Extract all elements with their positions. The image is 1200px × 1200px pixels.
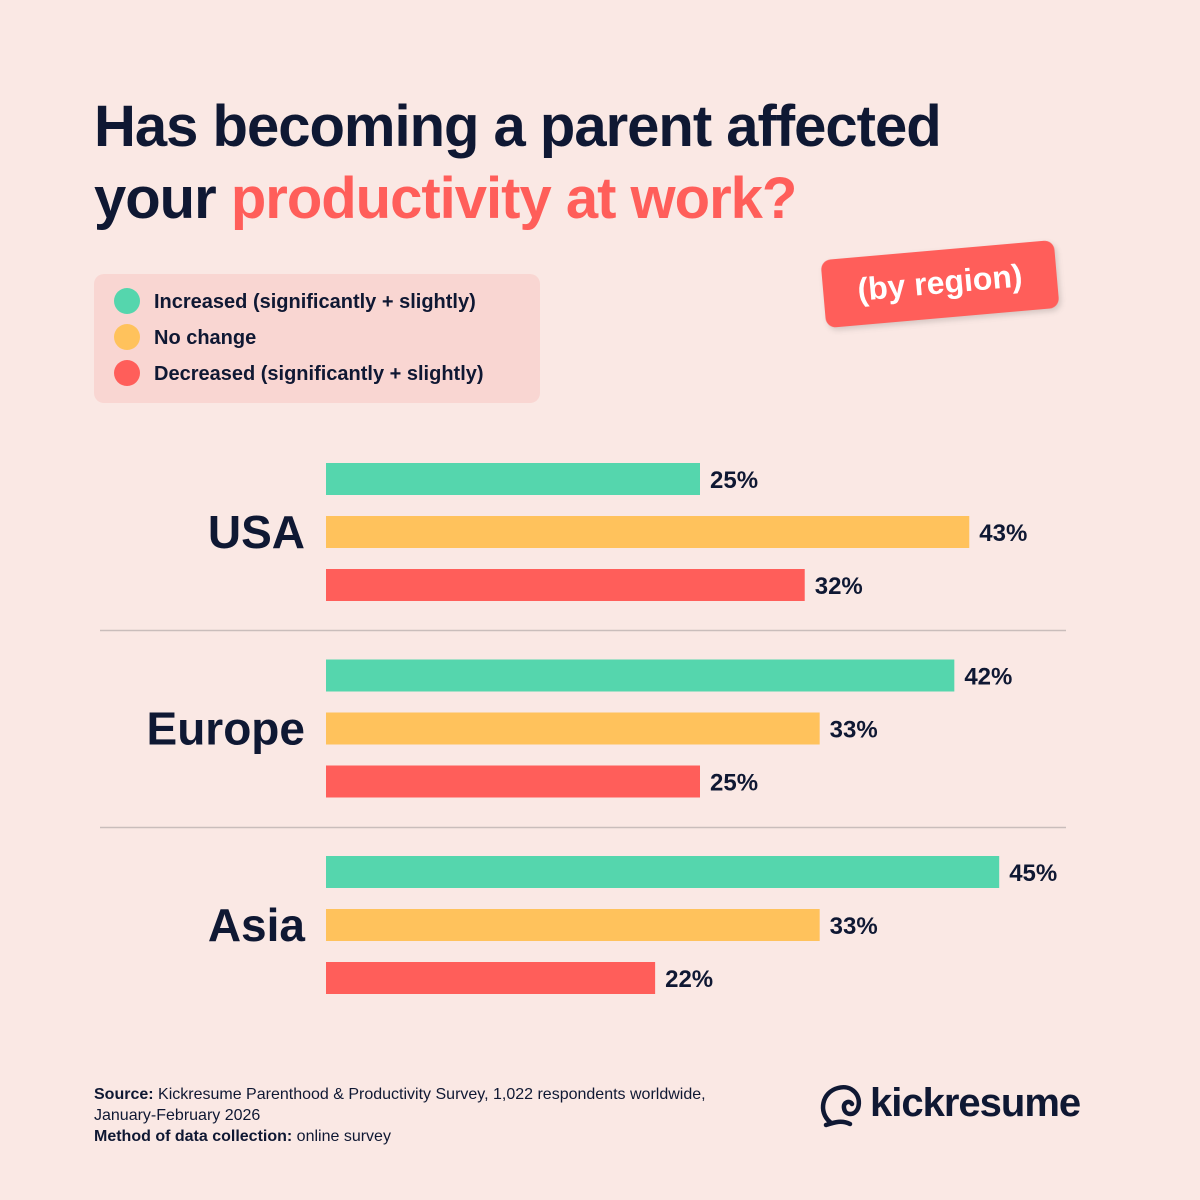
value-label: 33% bbox=[830, 913, 878, 940]
value-label: 25% bbox=[710, 467, 758, 494]
value-label: 43% bbox=[979, 520, 1027, 547]
source-text: January-February 2026 bbox=[94, 1107, 260, 1124]
bar bbox=[326, 856, 1000, 888]
bar bbox=[326, 516, 970, 548]
legend-swatch bbox=[114, 324, 140, 350]
title-part: your bbox=[94, 166, 216, 231]
legend-label: Decreased (significantly + slightly) bbox=[154, 363, 484, 385]
method: Method of data collection: online survey bbox=[94, 1128, 391, 1145]
bar bbox=[326, 962, 656, 994]
value-label: 45% bbox=[1009, 860, 1057, 887]
legend-box bbox=[94, 274, 540, 403]
title-highlight: productivity at work? bbox=[231, 166, 797, 231]
badge-bg bbox=[821, 240, 1059, 328]
chart-title: your productivity at work? bbox=[94, 166, 796, 231]
category-label: Europe bbox=[147, 703, 305, 755]
method-label: Method of data collection: bbox=[94, 1128, 292, 1145]
legend-label: No change bbox=[154, 327, 256, 349]
value-label: 32% bbox=[815, 573, 863, 600]
brand-logo-icon bbox=[820, 1084, 862, 1128]
source: Source: Kickresume Parenthood & Producti… bbox=[94, 1086, 706, 1103]
legend-swatch bbox=[114, 360, 140, 386]
value-label: 22% bbox=[665, 966, 713, 993]
bar bbox=[326, 765, 700, 798]
legend-label: Increased (significantly + slightly) bbox=[154, 291, 476, 313]
value-label: 42% bbox=[964, 664, 1012, 691]
value-label: 25% bbox=[710, 770, 758, 797]
plot: USA 25% 43% 32% Europe 42% 33% 25% Asia 45% 33% 22% bbox=[147, 463, 1057, 994]
source-text: Kickresume Parenthood & Productivity Sur… bbox=[158, 1086, 706, 1103]
bar bbox=[326, 712, 820, 745]
category-label: USA bbox=[208, 506, 305, 558]
source-label: Source: bbox=[94, 1086, 154, 1103]
chart-title: Has becoming a parent affected bbox=[94, 94, 941, 159]
method-text: online survey bbox=[297, 1128, 391, 1145]
subtitle-badge: (by region) bbox=[821, 240, 1059, 328]
brand: kickresume bbox=[870, 1081, 1080, 1125]
bar bbox=[326, 659, 955, 692]
legend-swatch bbox=[114, 288, 140, 314]
bar bbox=[326, 909, 820, 941]
bar bbox=[326, 569, 805, 601]
value-label: 33% bbox=[830, 717, 878, 744]
category-label: Asia bbox=[208, 899, 306, 951]
legend: Increased (significantly + slightly) No c… bbox=[114, 288, 484, 386]
bar bbox=[326, 463, 700, 495]
